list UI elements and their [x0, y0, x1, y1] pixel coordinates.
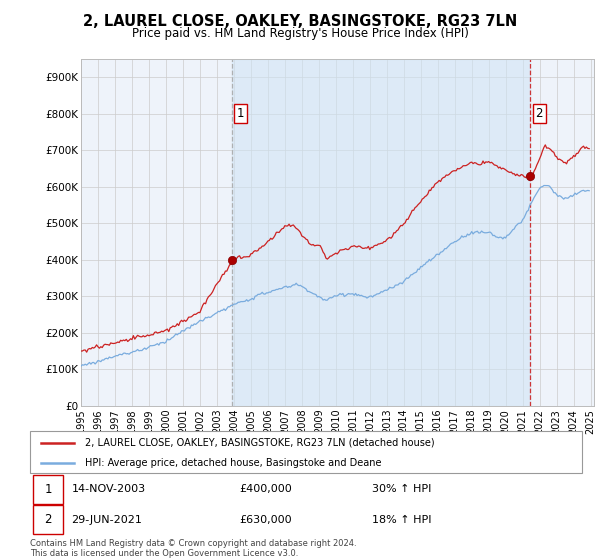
Bar — [232, 59, 530, 406]
Text: 1: 1 — [44, 483, 52, 496]
Text: £400,000: £400,000 — [240, 484, 293, 494]
Text: 2: 2 — [536, 107, 543, 120]
Bar — [33, 505, 63, 534]
Text: HPI: Average price, detached house, Basingstoke and Deane: HPI: Average price, detached house, Basi… — [85, 458, 382, 468]
Text: 29-JUN-2021: 29-JUN-2021 — [71, 515, 142, 525]
Bar — [33, 475, 63, 504]
Text: Price paid vs. HM Land Registry's House Price Index (HPI): Price paid vs. HM Land Registry's House … — [131, 27, 469, 40]
Text: 1: 1 — [237, 107, 244, 120]
Text: Contains HM Land Registry data © Crown copyright and database right 2024.
This d: Contains HM Land Registry data © Crown c… — [30, 539, 356, 558]
Text: 2, LAUREL CLOSE, OAKLEY, BASINGSTOKE, RG23 7LN: 2, LAUREL CLOSE, OAKLEY, BASINGSTOKE, RG… — [83, 14, 517, 29]
Text: 18% ↑ HPI: 18% ↑ HPI — [372, 515, 432, 525]
Text: 2: 2 — [44, 513, 52, 526]
Text: £630,000: £630,000 — [240, 515, 292, 525]
Text: 30% ↑ HPI: 30% ↑ HPI — [372, 484, 431, 494]
Text: 14-NOV-2003: 14-NOV-2003 — [71, 484, 146, 494]
Text: 2, LAUREL CLOSE, OAKLEY, BASINGSTOKE, RG23 7LN (detached house): 2, LAUREL CLOSE, OAKLEY, BASINGSTOKE, RG… — [85, 438, 435, 448]
